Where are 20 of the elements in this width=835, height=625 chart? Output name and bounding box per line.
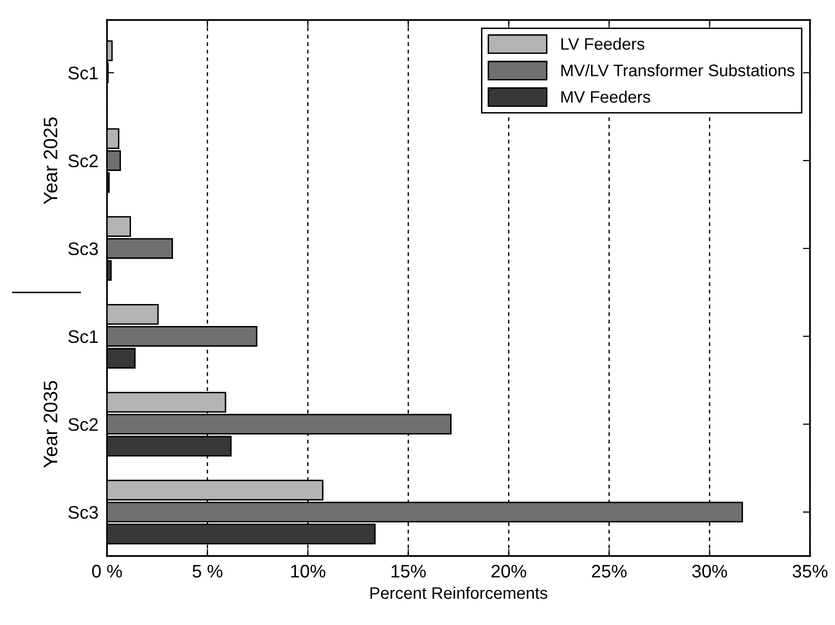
y-tick-label: Sc3	[68, 506, 98, 519]
text: Year 2035	[44, 381, 58, 468]
x-tick-label: 25%	[592, 564, 627, 578]
y-tick-label: Sc1	[68, 330, 98, 344]
x-tick-label: 0 %	[92, 564, 122, 578]
legend-label: MV Feeders	[561, 90, 650, 103]
y-tick-label: Sc2	[68, 154, 98, 168]
y-tick-label: Sc1	[68, 66, 98, 80]
x-tick-label: 35%	[792, 564, 828, 578]
y-tick-label: Sc2	[68, 418, 98, 431]
x-tick-label: 30%	[692, 564, 727, 578]
y-tick-label: Sc3	[68, 242, 98, 256]
legend-label: LV Feeders	[561, 38, 644, 50]
x-tick-label: 5 %	[192, 564, 222, 578]
legend-label: MV/LV Transformer Substations	[561, 64, 794, 76]
x-tick-label: 10%	[291, 564, 326, 578]
x-tick-label: 20%	[492, 564, 526, 578]
x-axis-title: Percent Reinforcements	[370, 586, 548, 599]
text: Year 2025	[44, 117, 58, 204]
x-tick-label: 15%	[392, 564, 426, 578]
